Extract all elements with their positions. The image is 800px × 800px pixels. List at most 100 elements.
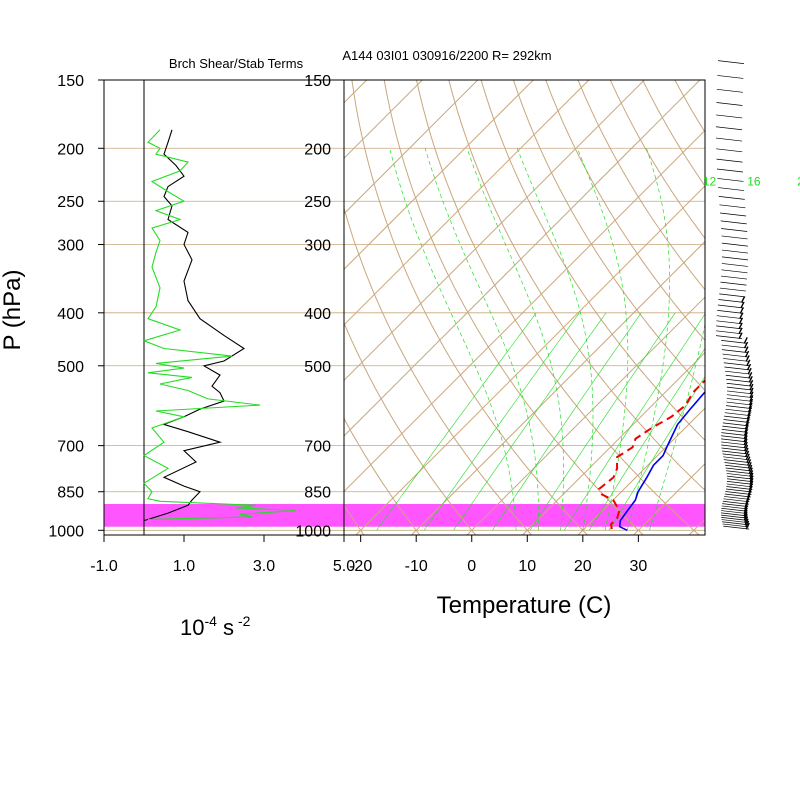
wind-barb [715, 330, 743, 335]
wind-barb [722, 503, 749, 507]
mixing-ratio-line [423, 312, 580, 531]
isotherm-line [344, 80, 534, 270]
isotherm-line [522, 351, 705, 535]
wind-barb [721, 344, 748, 349]
wind-barb-flag [738, 327, 743, 335]
wind-barb-flag [743, 435, 748, 443]
wind-barb [722, 523, 749, 528]
dry-adiabat [344, 206, 532, 535]
wind-barb [725, 370, 752, 375]
isotherm-line [344, 80, 423, 159]
wind-barb [716, 325, 743, 330]
wind-barb-flag [747, 461, 752, 469]
wind-barb [726, 481, 753, 485]
pressure-tick-label: 150 [57, 73, 84, 90]
wind-barb-flag [744, 450, 750, 458]
wind-barb [725, 464, 752, 469]
wind-barb-flag [749, 480, 754, 488]
wind-barb-flag [746, 412, 751, 420]
wind-barb-flag [743, 509, 748, 517]
pressure-tick-label: 1000 [295, 523, 331, 540]
pressure-tick-label: 400 [57, 306, 84, 323]
pressure-tick-label: 850 [304, 485, 331, 502]
dry-adiabat [448, 80, 705, 491]
shear-x-tick-label: 1.0 [173, 558, 195, 575]
wind-barb-flag [745, 419, 750, 427]
wind-barb [721, 340, 748, 344]
wind-barb [718, 195, 745, 200]
isotherm-line [577, 407, 705, 535]
pressure-tick-label: 400 [304, 306, 331, 323]
wind-barb-flag [743, 429, 748, 436]
isotherm-line [344, 129, 705, 493]
wind-barb [716, 114, 743, 119]
shear-x-tick-label: -1.0 [90, 558, 118, 575]
wind-barb-flag [744, 350, 750, 358]
pressure-tick-label: 700 [57, 439, 84, 456]
wind-barb-flag [744, 502, 749, 510]
wind-barb [717, 178, 744, 182]
shear-x-tick-label: 5.0 [333, 558, 355, 575]
shear-xlabel-unit-exp: -2 [238, 613, 251, 629]
wind-barb [718, 187, 745, 191]
wind-barb [716, 148, 743, 153]
wind-barb-flag [745, 355, 750, 362]
wind-barb [726, 475, 753, 480]
wind-barb [719, 204, 746, 209]
wind-barb-flag [744, 346, 749, 353]
isotherm-line [688, 518, 705, 535]
wind-barb [715, 335, 743, 339]
temperature-x-ticks: -20 -10 0 10 20 30 [349, 535, 647, 575]
isotherm-line [344, 80, 645, 382]
left-panel-title: Brch Shear/Stab Terms [169, 56, 304, 71]
wind-barb [721, 514, 748, 519]
wind-barb [721, 228, 748, 232]
wind-barb [721, 275, 748, 280]
wind-barb [721, 447, 748, 452]
wind-barb-flag [749, 475, 754, 483]
wind-barb [716, 158, 743, 163]
dry-adiabat [383, 80, 644, 535]
pressure-tick-label: 150 [304, 73, 331, 90]
wind-barb [723, 459, 750, 463]
wind-barb [721, 519, 748, 523]
temperature-x-tick-label: -20 [349, 558, 372, 575]
wind-barb [721, 429, 748, 433]
wind-barb [721, 444, 748, 449]
wind-barb-column [715, 60, 754, 530]
wind-barb [725, 491, 752, 495]
wind-barb [721, 435, 748, 440]
wind-barb-flag [747, 405, 753, 413]
wind-barb-flag [747, 409, 752, 416]
isotherm-line [411, 240, 705, 535]
wind-barb-flag [746, 456, 751, 463]
wind-barb [721, 441, 748, 446]
temperature-x-tick-label: 30 [629, 558, 647, 575]
wind-barb [726, 483, 753, 488]
wind-barb-flag [749, 470, 754, 477]
isotherm-line [466, 296, 705, 535]
temperature-x-tick-label: 20 [574, 558, 592, 575]
wind-barb [720, 512, 748, 517]
mixing-ratio-labels: 121620242832 [703, 174, 800, 188]
temperature-x-tick-label: -10 [405, 558, 428, 575]
wind-barb-flag [738, 322, 743, 330]
wind-barb [721, 517, 748, 521]
wind-barb [726, 378, 753, 383]
wind-barb [720, 220, 747, 225]
wind-barb [717, 310, 744, 314]
dry-adiabat [344, 417, 421, 535]
wind-barb [726, 486, 753, 490]
pressure-tick-label: 250 [304, 194, 331, 211]
wind-barb [725, 488, 753, 493]
wind-barb [725, 405, 753, 410]
wind-barb-flag [740, 296, 746, 303]
wind-barb [726, 382, 753, 387]
moist-adiabat [424, 148, 539, 531]
wind-barb [721, 249, 749, 254]
wind-barb [721, 450, 749, 455]
wind-barb-flag [743, 341, 749, 349]
wind-barb [716, 88, 743, 93]
moist-adiabat [576, 148, 629, 531]
wind-barb [721, 432, 748, 436]
